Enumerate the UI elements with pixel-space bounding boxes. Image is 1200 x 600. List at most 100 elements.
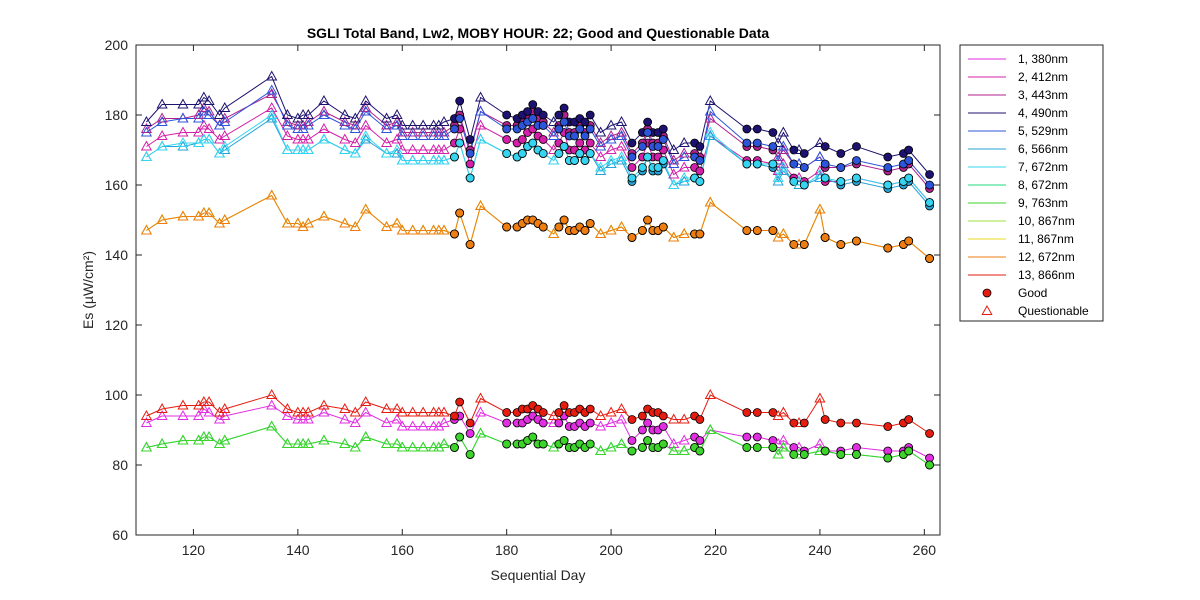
- good-point: [852, 450, 861, 459]
- good-point: [575, 124, 585, 134]
- questionable-point: [777, 157, 789, 168]
- good-point: [643, 117, 653, 127]
- x-tick-label: 120: [182, 542, 206, 558]
- questionable-point: [297, 122, 309, 133]
- questionable-point: [615, 129, 628, 140]
- good-point: [465, 149, 475, 158]
- good-point: [768, 128, 778, 137]
- questionable-point: [203, 430, 215, 441]
- questionable-point: [193, 136, 205, 147]
- good-point: [638, 411, 647, 421]
- good-point: [455, 208, 465, 218]
- questionable-point: [814, 136, 826, 147]
- questionable-point: [360, 406, 372, 417]
- good-point: [820, 446, 830, 456]
- series-markers: [140, 108, 934, 207]
- questionable-point: [193, 126, 205, 137]
- questionable-point: [140, 150, 153, 161]
- questionable-point: [417, 420, 429, 431]
- good-point: [653, 142, 663, 151]
- questionable-point: [339, 217, 351, 228]
- good-point: [465, 135, 475, 144]
- questionable-point: [219, 213, 231, 224]
- questionable-point: [360, 105, 372, 116]
- questionable-point: [678, 150, 690, 161]
- good-point: [638, 142, 647, 151]
- questionable-point: [302, 119, 314, 130]
- questionable-point: [349, 122, 361, 133]
- questionable-point: [219, 112, 231, 123]
- good-point: [799, 149, 809, 158]
- questionable-point: [213, 413, 226, 424]
- questionable-point: [474, 133, 487, 144]
- questionable-point: [793, 143, 805, 154]
- good-point: [695, 436, 705, 445]
- questionable-point: [438, 154, 450, 165]
- good-point: [517, 149, 527, 158]
- questionable-point: [668, 178, 680, 189]
- questionable-point: [177, 136, 189, 147]
- questionable-point: [438, 126, 450, 137]
- good-point: [883, 180, 893, 190]
- good-point: [643, 418, 653, 428]
- good-point: [752, 138, 762, 148]
- questionable-point: [704, 126, 716, 137]
- good-point: [538, 121, 548, 130]
- questionable-point: [417, 126, 429, 137]
- legend-entry-label: 9, 763nm: [1018, 196, 1068, 210]
- good-point: [904, 415, 914, 424]
- good-point: [658, 135, 668, 144]
- x-tick-label: 260: [913, 542, 937, 558]
- questionable-point: [474, 119, 487, 130]
- good-point: [658, 222, 668, 232]
- good-point: [883, 422, 893, 431]
- good-point: [653, 163, 663, 172]
- questionable-point: [407, 154, 419, 165]
- good-point: [465, 418, 475, 428]
- good-point: [836, 240, 846, 249]
- good-point: [627, 233, 637, 242]
- questionable-point: [302, 406, 314, 417]
- good-point: [554, 110, 564, 120]
- y-tick-label: 180: [105, 107, 129, 123]
- good-point: [627, 415, 637, 424]
- questionable-point: [704, 196, 716, 207]
- questionable-point: [417, 224, 429, 235]
- good-point: [585, 404, 595, 414]
- good-point: [450, 124, 459, 134]
- questionable-point: [266, 101, 278, 112]
- questionable-point: [281, 119, 294, 130]
- questionable-point: [668, 143, 680, 154]
- questionable-point: [281, 217, 294, 228]
- questionable-point: [360, 94, 372, 105]
- good-point: [517, 135, 527, 144]
- good-point: [575, 138, 585, 148]
- good-point: [538, 418, 548, 428]
- good-point: [768, 142, 778, 151]
- good-point: [455, 96, 465, 106]
- questionable-point: [213, 437, 226, 448]
- questionable-point: [156, 112, 168, 123]
- questionable-point: [177, 409, 189, 420]
- questionable-point: [281, 108, 294, 119]
- questionable-point: [380, 136, 393, 147]
- y-tick-label: 100: [105, 387, 129, 403]
- good-point: [450, 229, 459, 239]
- questionable-point: [177, 210, 189, 221]
- questionable-point: [595, 161, 607, 172]
- y-axis-label: Es (µW/cm²): [80, 251, 96, 329]
- questionable-point: [438, 406, 450, 417]
- legend-entry-label: 11, 867nm: [1018, 232, 1074, 246]
- questionable-point: [349, 112, 361, 123]
- questionable-point: [615, 150, 628, 161]
- questionable-point: [380, 402, 393, 413]
- questionable-point: [407, 143, 419, 154]
- good-point: [883, 243, 893, 253]
- good-point: [742, 443, 752, 452]
- questionable-point: [668, 444, 680, 455]
- good-point: [585, 418, 595, 428]
- questionable-point: [678, 434, 690, 445]
- questionable-point: [140, 122, 153, 133]
- questionable-point: [417, 143, 429, 154]
